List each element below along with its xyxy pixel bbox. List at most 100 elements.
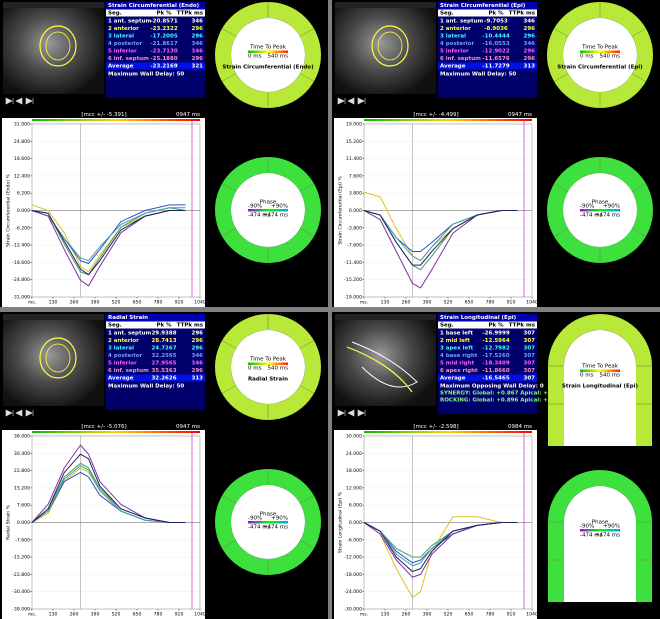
echo-image [3, 2, 104, 94]
x-tick-label: 650 [133, 300, 142, 306]
x-tick-label: 910 [507, 612, 516, 618]
y-tick-label: -11.400 [344, 260, 362, 266]
phase-min: -90% [248, 516, 262, 522]
table-cell: -23.7130 [150, 49, 178, 55]
chart-header: [mcc +/- -5.076] [81, 424, 126, 430]
table-cell: -10.4444 [482, 34, 510, 40]
table-cell: 32.2565 [151, 353, 176, 359]
y-tick-label: 30.400 [14, 451, 30, 457]
table-cell: 29.9388 [151, 331, 176, 337]
table-cell: 2 anterior [108, 338, 139, 344]
table-cell: 6 inf. septum [440, 56, 481, 62]
table-cell: 296 [192, 338, 204, 344]
x-tick-label: 910 [175, 612, 184, 618]
table-cell: -23.2322 [150, 26, 178, 32]
y-tick-label: 22.800 [14, 468, 30, 474]
table-cell: 307 [524, 331, 536, 337]
table-average: 321 [192, 64, 204, 70]
y-tick-label: -22.800 [12, 572, 30, 578]
y-tick-label: -3.800 [347, 225, 362, 231]
x-tick-label: 910 [175, 300, 184, 306]
x-tick-label: 650 [465, 612, 474, 618]
table-cell: 24.7267 [151, 346, 176, 352]
x-tick-label: ms. [28, 301, 36, 306]
ring-title: Time To Peak [249, 357, 287, 363]
chart-header: 0947 ms [176, 112, 200, 118]
x-tick-label: 520 [112, 300, 121, 306]
table-cell: -12.7982 [482, 346, 510, 352]
table-cell: 1 ant. septum [108, 331, 151, 337]
scale-max: 540 ms [268, 366, 289, 372]
table-title: Strain Circumferential (Endo) [108, 3, 200, 9]
y-tick-label: -24.800 [12, 277, 30, 283]
table-average: 307 [524, 376, 536, 382]
x-tick-label: 1040 [194, 300, 206, 306]
table-cell: 346 [192, 19, 204, 25]
table-cell: 3 apex left [440, 346, 474, 352]
y-tick-label: -18.000 [344, 572, 362, 578]
table-header: TTPk ms [509, 323, 536, 329]
phase-max-ms: +474 ms [595, 213, 620, 219]
x-tick-label: 260 [70, 612, 79, 618]
table-header: Seg. [108, 323, 122, 329]
x-tick-label: 780 [154, 612, 163, 618]
table-cell: 296 [524, 34, 536, 40]
table-header: TTPk ms [177, 11, 204, 17]
phase-scale [248, 521, 288, 524]
y-tick-label: 7.600 [349, 173, 362, 179]
ring-title: Time To Peak [581, 45, 619, 51]
panel: Strain Longitudinal (Epi)Seg.Pk %TTPk ms… [332, 312, 660, 619]
table-cell: 307 [524, 353, 536, 359]
scale-min: 0 ms [580, 373, 594, 379]
x-tick-label: ms. [360, 613, 368, 618]
x-tick-label: 520 [444, 300, 453, 306]
image-header [3, 2, 104, 8]
phase-max: +90% [603, 524, 620, 530]
table-footer: Maximum Opposing Wall Delay: 0 [440, 384, 544, 390]
table-cell: 307 [524, 338, 536, 344]
y-tick-label: -12.000 [344, 555, 362, 561]
table-cell: -17.2005 [150, 34, 178, 40]
table-footer: Maximum Wall Delay: 50 [440, 72, 516, 78]
image-header [335, 2, 436, 8]
y-axis-label: Radial Strain % [6, 504, 12, 540]
x-tick-label: 390 [91, 612, 100, 618]
scale-max: 540 ms [600, 54, 621, 60]
table-cell: 2 anterior [440, 26, 471, 32]
y-tick-label: 38.000 [14, 434, 30, 440]
y-tick-label: -7.600 [347, 243, 362, 249]
y-tick-label: -24.000 [344, 589, 362, 595]
table-cell: 4 base right [440, 353, 478, 359]
table-cell: 6 apex right [440, 368, 478, 374]
chart-header: 0984 ms [508, 424, 532, 430]
table-average: Average [440, 64, 466, 70]
table-header: Seg. [440, 323, 454, 329]
table-cell: -8.9036 [484, 26, 508, 32]
y-tick-label: -6.000 [347, 537, 362, 543]
table-footer: Maximum Wall Delay: 50 [108, 384, 184, 390]
table-cell: -26.9999 [482, 331, 510, 337]
panel: Strain Circumferential (Endo)Seg.Pk %TTP… [0, 0, 328, 307]
table-cell: 5 inferior [108, 361, 137, 367]
table-cell: 1 ant. septum [440, 19, 483, 25]
y-tick-label: 15.200 [14, 485, 30, 491]
table-cell: 296 [192, 34, 204, 40]
phase-min: -90% [248, 204, 262, 210]
y-tick-label: -15.200 [344, 277, 362, 283]
y-tick-label: -15.200 [12, 555, 30, 561]
table-cell: -17.5260 [482, 353, 510, 359]
y-tick-label: 15.200 [346, 139, 362, 145]
x-tick-label: 780 [486, 300, 495, 306]
table-header: Seg. [440, 11, 454, 17]
y-tick-label: 24.800 [14, 139, 30, 145]
table-header: TTPk ms [177, 323, 204, 329]
table-header: Pk % [488, 323, 504, 329]
ring-title: Time To Peak [249, 45, 287, 51]
table-cell: 4 posterior [440, 41, 474, 47]
phase-max: +90% [271, 204, 288, 210]
phase-max-ms: +474 ms [263, 525, 288, 531]
y-tick-label: 11.400 [346, 156, 362, 162]
phase-min: -90% [580, 524, 594, 530]
table-cell: 307 [524, 368, 536, 374]
x-tick-label: 260 [70, 300, 79, 306]
